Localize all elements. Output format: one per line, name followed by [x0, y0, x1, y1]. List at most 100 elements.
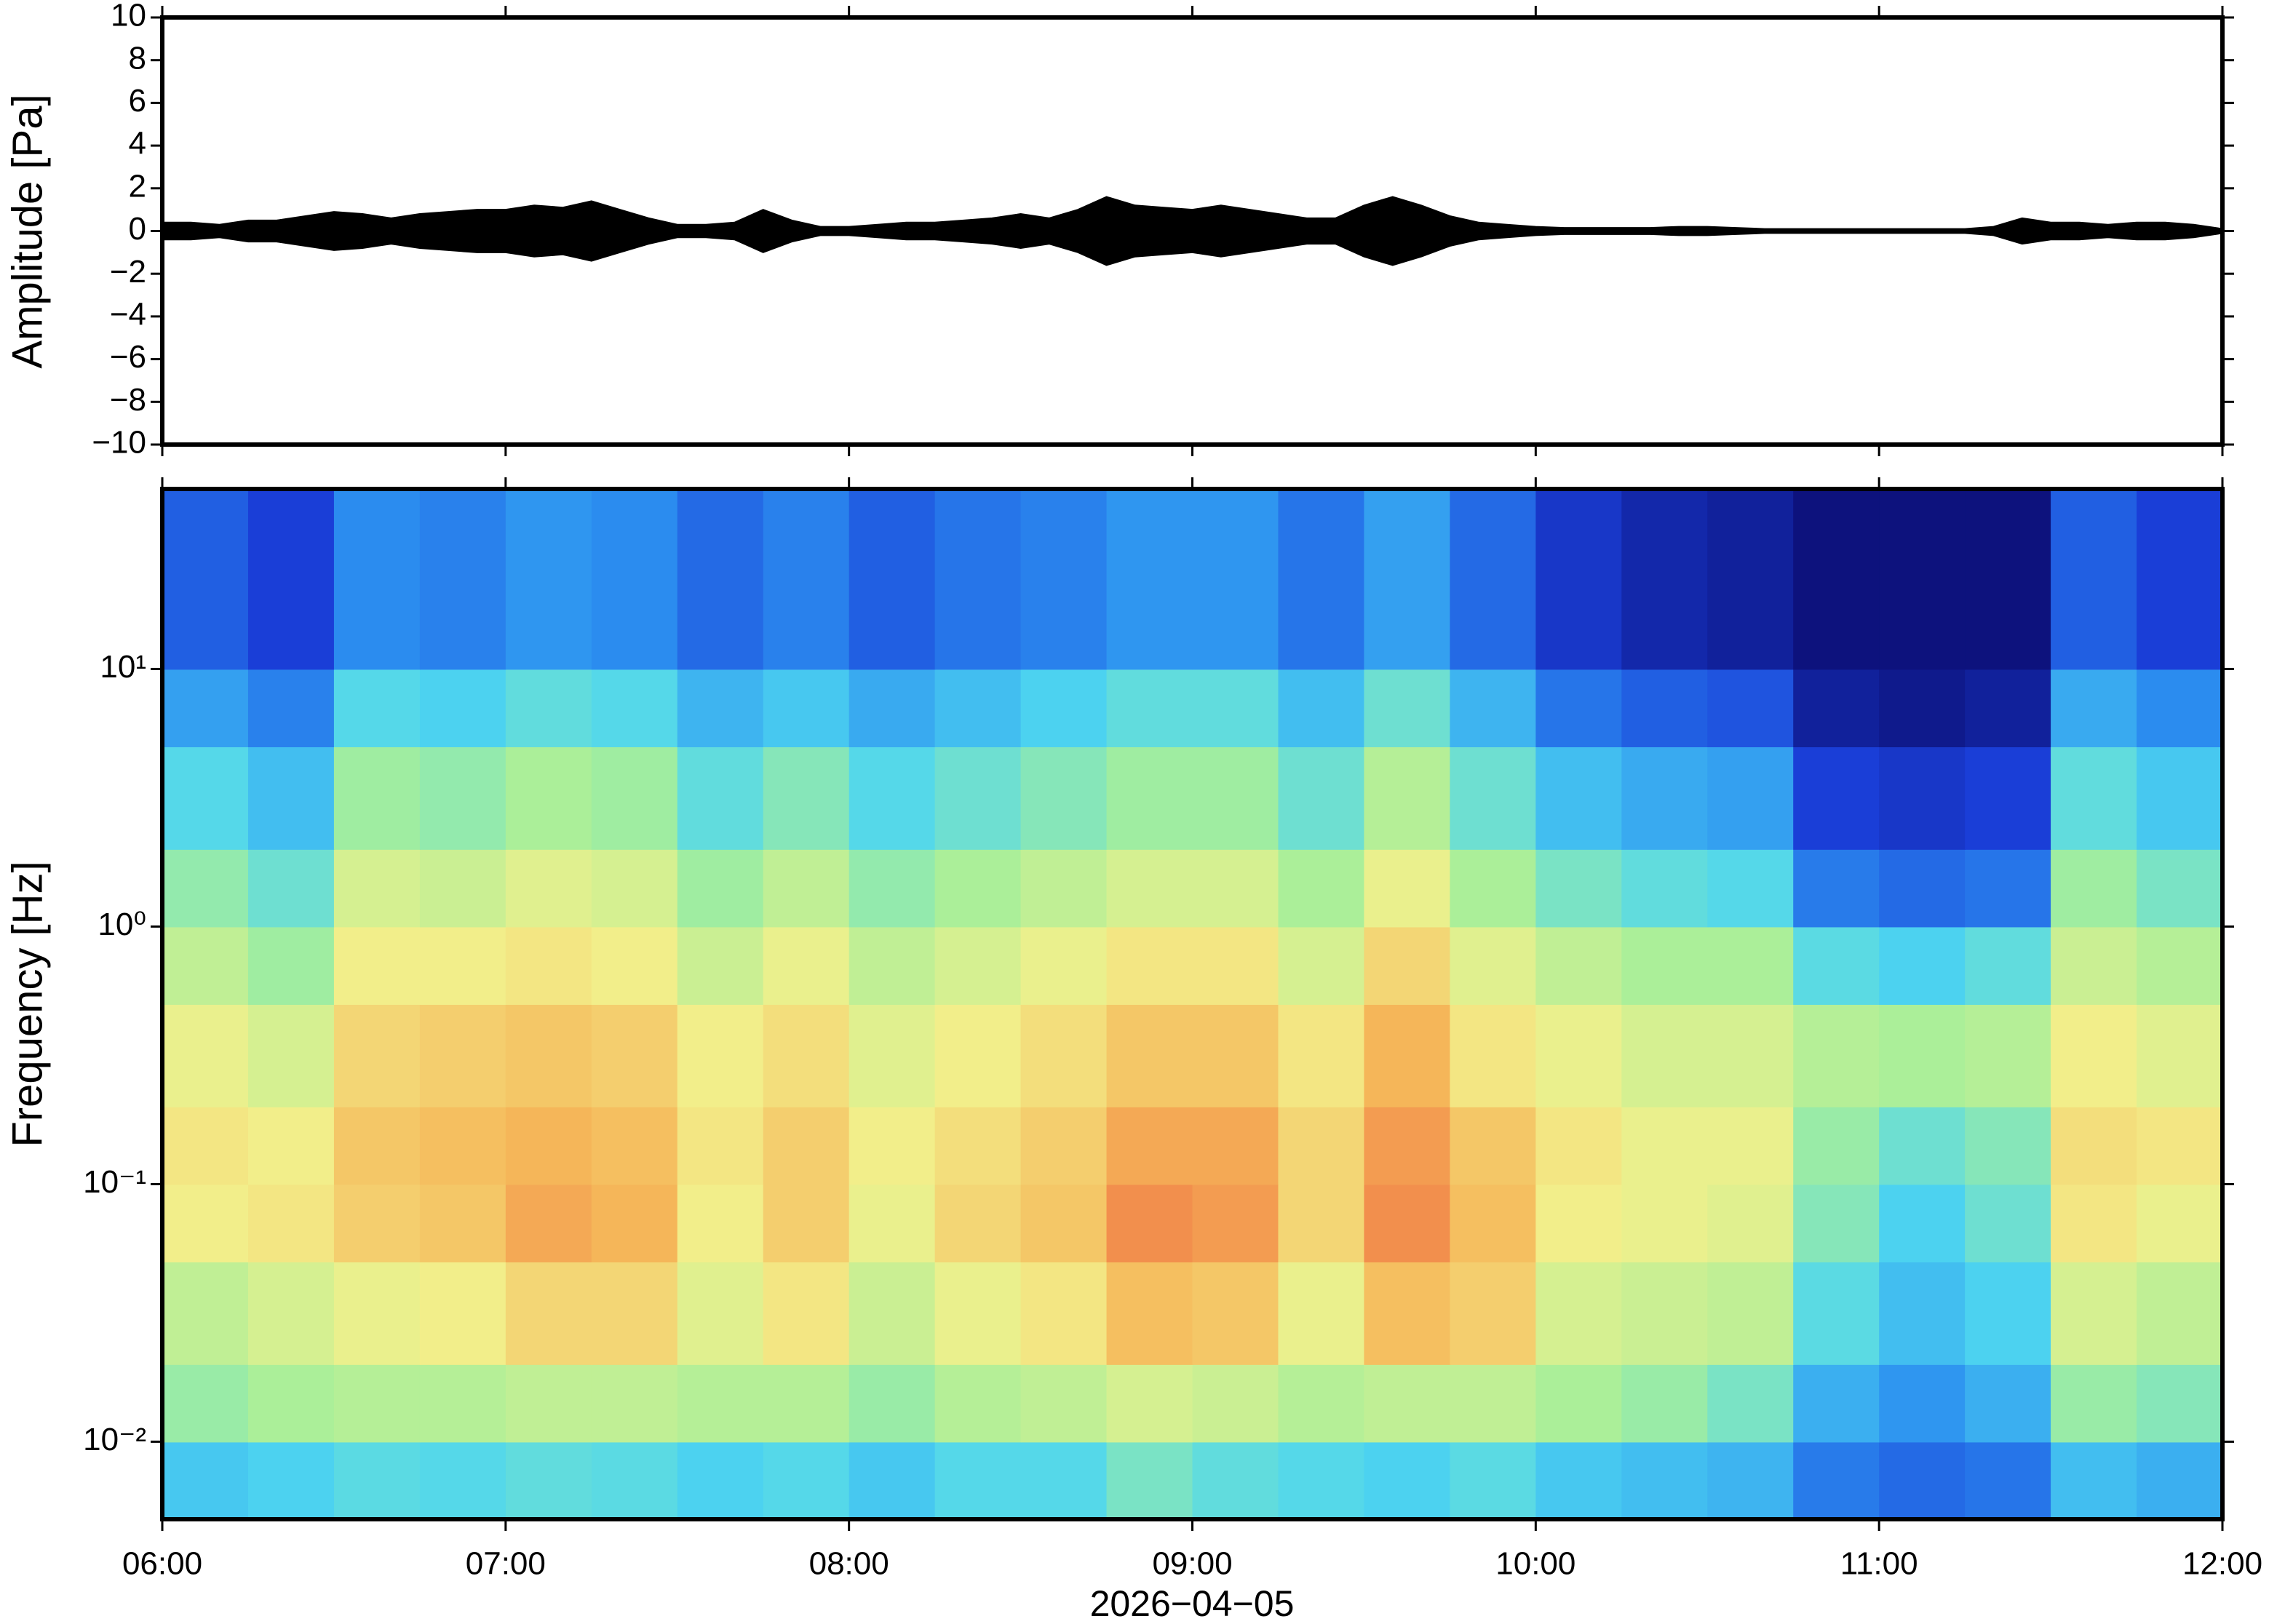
cell — [1192, 848, 1279, 928]
cell — [162, 1364, 249, 1443]
cell — [1965, 747, 2052, 850]
cell — [849, 1262, 936, 1365]
cell — [1106, 848, 1193, 928]
cell — [333, 926, 421, 1005]
y-tick-label: 10⁰ — [98, 907, 146, 942]
cell — [1450, 1004, 1537, 1107]
cell — [419, 848, 506, 928]
cell — [1621, 1106, 1709, 1185]
cell — [934, 926, 1022, 1005]
x-tick-label: 08:00 — [809, 1546, 889, 1582]
cell — [1278, 1364, 1365, 1443]
cell — [1965, 669, 2052, 747]
cell — [1535, 1106, 1623, 1185]
cell — [162, 1106, 249, 1185]
cell — [1793, 489, 1880, 670]
cell — [763, 669, 850, 747]
cell — [849, 1364, 936, 1443]
cell — [591, 1364, 678, 1443]
cell — [849, 848, 936, 928]
cell — [1020, 848, 1108, 928]
cell — [2137, 848, 2223, 928]
y-tick-label: 10¹ — [100, 649, 146, 685]
cell — [1450, 848, 1537, 928]
cell — [763, 489, 850, 670]
y-tick-label: 10⁻¹ — [83, 1164, 146, 1200]
cell — [1106, 1184, 1193, 1262]
cell — [419, 1364, 506, 1443]
cell — [591, 848, 678, 928]
cell — [1621, 489, 1709, 670]
cell — [419, 669, 506, 747]
cell — [1535, 489, 1623, 670]
cell — [1707, 1004, 1795, 1107]
cell — [1707, 669, 1795, 747]
x-tick-label: 09:00 — [1152, 1546, 1232, 1582]
y-tick-label: 4 — [129, 126, 146, 162]
cell — [2051, 747, 2138, 850]
cell — [934, 747, 1022, 850]
cell — [1879, 1184, 1966, 1262]
cell — [1450, 1364, 1537, 1443]
cell — [333, 1262, 421, 1365]
cell — [1278, 848, 1365, 928]
cell — [763, 926, 850, 1005]
cell — [1364, 669, 1451, 747]
cell — [934, 1262, 1022, 1365]
cell — [1450, 926, 1537, 1005]
y-tick-label: 10⁻² — [83, 1422, 146, 1457]
cell — [763, 1004, 850, 1107]
cell — [1879, 669, 1966, 747]
cell — [505, 747, 592, 850]
cell — [1535, 1441, 1623, 1520]
cell — [1278, 1106, 1365, 1185]
x-axis-label: 2026−04−05 — [1090, 1583, 1295, 1624]
cell — [1535, 1184, 1623, 1262]
cell — [1879, 1364, 1966, 1443]
cell — [591, 747, 678, 850]
cell — [934, 1004, 1022, 1107]
cell — [505, 669, 592, 747]
cell — [1793, 926, 1880, 1005]
cell — [677, 1106, 764, 1185]
cell — [333, 1106, 421, 1185]
cell — [1793, 1441, 1880, 1520]
cell — [2137, 489, 2223, 670]
cell — [1793, 1106, 1880, 1185]
cell — [1020, 1184, 1108, 1262]
cell — [2051, 1262, 2138, 1365]
cell — [333, 1441, 421, 1520]
cell — [591, 1184, 678, 1262]
cell — [1364, 926, 1451, 1005]
cell — [162, 747, 249, 850]
cell — [934, 848, 1022, 928]
cell — [1278, 1184, 1365, 1262]
cell — [1106, 926, 1193, 1005]
cell — [2137, 669, 2223, 747]
cell — [677, 1441, 764, 1520]
cell — [1707, 926, 1795, 1005]
cell — [419, 1004, 506, 1107]
cell — [1278, 669, 1365, 747]
cell — [1621, 1364, 1709, 1443]
cell — [849, 747, 936, 850]
cell — [1364, 848, 1451, 928]
cell — [677, 1004, 764, 1107]
cell — [1879, 747, 1966, 850]
cell — [1965, 489, 2052, 670]
cell — [1106, 1106, 1193, 1185]
cell — [2051, 1184, 2138, 1262]
cell — [1192, 489, 1279, 670]
cell — [1793, 747, 1880, 850]
cell — [162, 669, 249, 747]
cell — [1278, 1262, 1365, 1365]
cell — [1621, 669, 1709, 747]
x-tick-label: 10:00 — [1495, 1546, 1575, 1582]
cell — [162, 1262, 249, 1365]
cell — [934, 489, 1022, 670]
cell — [1192, 1184, 1279, 1262]
cell — [247, 1106, 335, 1185]
cell — [1364, 1441, 1451, 1520]
cell — [849, 1441, 936, 1520]
cell — [1621, 926, 1709, 1005]
